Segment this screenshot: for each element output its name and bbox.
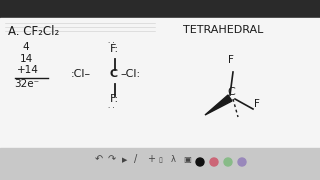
Circle shape	[210, 158, 218, 166]
Text: ▯: ▯	[158, 157, 162, 163]
Text: F:: F:	[110, 94, 119, 104]
Circle shape	[238, 158, 246, 166]
Text: ↶: ↶	[95, 154, 103, 164]
Text: · ·: · ·	[108, 40, 115, 46]
Text: 32e⁻: 32e⁻	[14, 79, 39, 89]
Text: F: F	[254, 99, 260, 109]
Text: :Cl–: :Cl–	[71, 69, 91, 79]
Text: ▶: ▶	[122, 157, 127, 163]
Text: ▣: ▣	[183, 155, 191, 164]
Text: TETRAHEDRAL: TETRAHEDRAL	[183, 25, 263, 35]
Bar	[0, 18, 320, 148]
Text: /: /	[134, 154, 137, 164]
Text: F: F	[228, 55, 234, 65]
Text: 4: 4	[22, 42, 28, 52]
Text: F:: F:	[110, 44, 119, 54]
Text: C: C	[110, 69, 118, 79]
Polygon shape	[205, 95, 232, 115]
Text: ↷: ↷	[108, 154, 116, 164]
Bar	[0, 0, 320, 18]
Text: +: +	[147, 154, 155, 164]
Circle shape	[196, 158, 204, 166]
Text: C: C	[227, 87, 235, 97]
Circle shape	[224, 158, 232, 166]
Text: · ·: · ·	[108, 105, 115, 111]
Text: +14: +14	[17, 65, 39, 75]
Text: –Cl:: –Cl:	[120, 69, 140, 79]
Text: A. CF₂Cl₂: A. CF₂Cl₂	[8, 25, 59, 38]
Text: 14: 14	[20, 54, 33, 64]
Bar	[0, 148, 320, 180]
Text: λ: λ	[171, 155, 176, 164]
